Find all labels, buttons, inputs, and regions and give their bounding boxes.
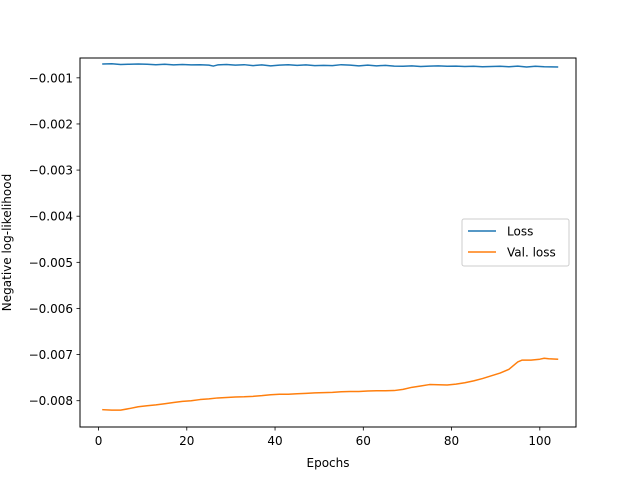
y-tick-label: −0.005 bbox=[29, 256, 73, 270]
plot-frame bbox=[79, 57, 577, 428]
x-tick-label: 0 bbox=[95, 434, 103, 448]
x-tick-label: 100 bbox=[528, 434, 551, 448]
x-tick-label: 60 bbox=[356, 434, 371, 448]
x-tick-label: 80 bbox=[444, 434, 459, 448]
legend: Loss Val. loss bbox=[461, 218, 570, 267]
y-axis: −0.008 −0.007 −0.006 −0.005 −0.004 −0.003 −0.0… bbox=[29, 71, 80, 408]
y-tick-label: −0.007 bbox=[29, 348, 73, 362]
y-tick-label: −0.001 bbox=[29, 71, 73, 85]
x-axis: 0 20 40 60 80 100 bbox=[95, 427, 551, 448]
y-tick-label: −0.008 bbox=[29, 394, 73, 408]
y-axis-title: Negative log-likelihood bbox=[0, 174, 14, 311]
legend-label-0: Loss bbox=[507, 225, 533, 239]
x-axis-title: Epochs bbox=[307, 456, 350, 470]
legend-label-1: Val. loss bbox=[507, 246, 556, 260]
series-layer bbox=[102, 63, 559, 411]
x-tick-label: 40 bbox=[267, 434, 282, 448]
y-tick-label: −0.006 bbox=[29, 302, 73, 316]
y-tick-label: −0.002 bbox=[29, 117, 73, 131]
series-line-0 bbox=[102, 63, 559, 68]
x-tick-label: 20 bbox=[179, 434, 194, 448]
series-line-1 bbox=[102, 357, 559, 411]
y-tick-label: −0.004 bbox=[29, 210, 73, 224]
y-tick-label: −0.003 bbox=[29, 164, 73, 178]
